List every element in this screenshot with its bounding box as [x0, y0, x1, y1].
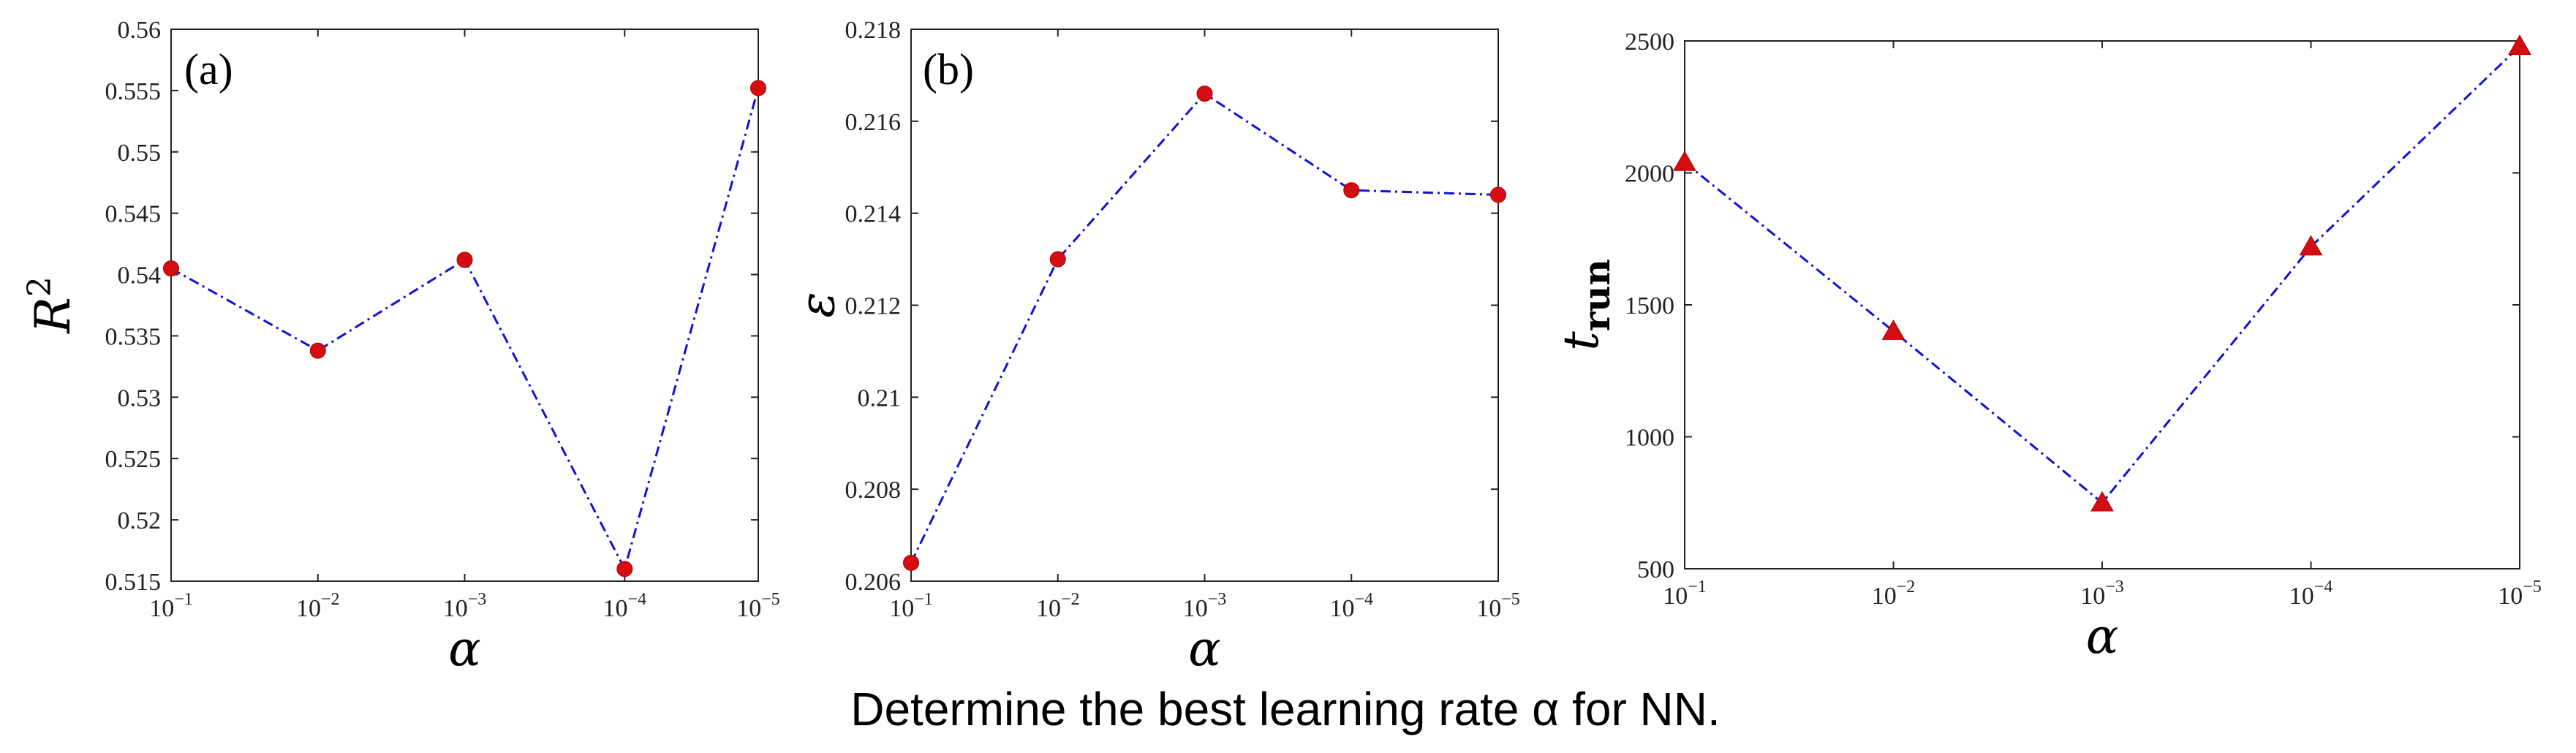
plot-frame	[910, 29, 1499, 582]
y-tick-label: 0.555	[105, 78, 162, 105]
series-line	[1684, 45, 2521, 504]
data-point	[616, 561, 633, 578]
x-tick-label: 10−4	[603, 590, 647, 622]
y-tick-label: 0.52	[118, 507, 162, 534]
x-tick-label: 10−4	[2289, 578, 2333, 610]
y-tick-label: 0.545	[105, 201, 162, 228]
y-tick-label: 0.214	[845, 201, 902, 228]
series-line	[910, 92, 1499, 564]
x-tick-label: 10−5	[736, 590, 780, 622]
y-tick-label: 0.535	[105, 323, 162, 350]
chart-panel-3: 500 1000 1500 2000 2500 10−1 10−2 10−3 10−4 10−5 α…	[1553, 29, 2542, 665]
data-point	[2508, 34, 2531, 55]
data-point	[903, 554, 919, 571]
data-point	[1049, 251, 1066, 268]
panel-label: (b)	[923, 45, 974, 94]
panel-label: (a)	[184, 45, 233, 94]
y-tick-label: 0.525	[105, 446, 162, 473]
y-tick-label: 0.21	[858, 385, 902, 412]
y-tick-label: 0.53	[118, 385, 162, 412]
data-point	[1343, 182, 1360, 199]
y-axis-label: R2	[21, 276, 81, 334]
y-tick-label: 2500	[1625, 29, 1674, 56]
data-point	[1673, 151, 1696, 171]
x-tick-label: 10−2	[296, 590, 340, 622]
plot-frame	[1684, 40, 2520, 570]
y-tick-label: 0.212	[845, 293, 902, 320]
chart-panel-2: 0.206 0.208 0.21 0.212 0.214 0.216 0.218 10−1 10…	[789, 17, 1520, 677]
data-point	[750, 80, 766, 97]
y-tick-label: 2000	[1625, 161, 1674, 188]
y-tick-label: 1500	[1625, 292, 1674, 319]
x-tick-label: 10−1	[889, 590, 933, 622]
figure-caption: Determine the best learning rate α for N…	[850, 683, 1721, 735]
x-tick-label: 10−3	[1183, 590, 1227, 622]
y-tick-label: 1000	[1625, 425, 1674, 452]
x-tick-label: 10−5	[2498, 578, 2542, 610]
data-point	[1490, 186, 1506, 203]
y-tick-label: 0.515	[105, 569, 162, 596]
y-tick-label: 0.55	[118, 140, 162, 167]
y-tick-label: 0.54	[118, 262, 162, 290]
chart-panel-1: 0.515 0.52 0.525 0.53 0.535 0.54 0.545 0.55 0.55…	[21, 17, 780, 677]
y-axis-label: trun	[1553, 259, 1618, 351]
y-tick-label: 500	[1637, 556, 1674, 583]
y-tick-label: 0.208	[845, 477, 902, 504]
data-point	[1881, 319, 1905, 340]
data-point	[163, 260, 179, 277]
data-point	[2299, 235, 2323, 256]
x-tick-label: 10−2	[1872, 578, 1916, 610]
x-tick-label: 10−3	[2080, 578, 2124, 610]
x-axis-label: α	[2086, 608, 2119, 665]
x-axis-label: α	[448, 621, 481, 677]
x-axis-label: α	[1188, 621, 1221, 677]
data-point	[309, 342, 326, 359]
x-tick-label: 10−3	[443, 590, 487, 622]
x-tick-label: 10−2	[1036, 590, 1080, 622]
chart-panels: 0.515 0.52 0.525 0.53 0.535 0.54 0.545 0.55 0.55…	[21, 17, 2542, 677]
y-axis-label: ε	[789, 292, 845, 317]
data-point	[1196, 86, 1213, 102]
x-tick-label: 10−5	[1476, 590, 1520, 622]
y-tick-label: 0.206	[845, 569, 902, 596]
x-tick-label: 10−1	[1663, 578, 1707, 610]
data-point	[2090, 491, 2114, 512]
x-tick-label: 10−1	[149, 590, 193, 622]
y-tick-label: 0.218	[845, 17, 902, 44]
x-tick-label: 10−4	[1329, 590, 1373, 622]
y-tick-label: 0.216	[845, 109, 902, 136]
plot-frame	[170, 29, 759, 582]
data-point	[456, 251, 473, 268]
series-line	[170, 88, 760, 572]
y-tick-label: 0.56	[118, 17, 162, 44]
